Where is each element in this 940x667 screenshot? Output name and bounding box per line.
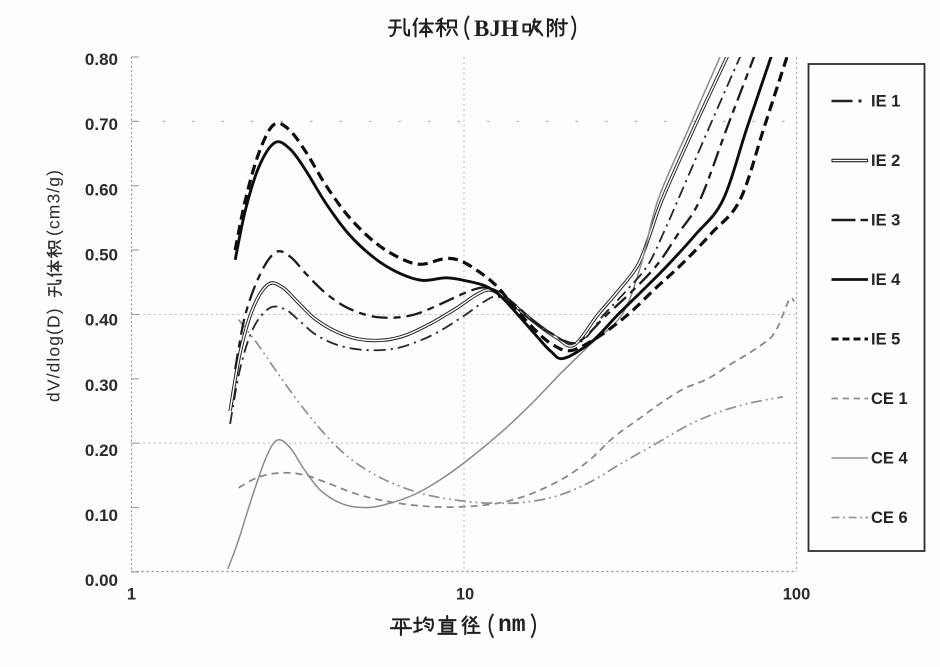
svg-text:10: 10: [456, 586, 474, 604]
svg-text:IE 1: IE 1: [871, 93, 900, 111]
svg-text:0.40: 0.40: [85, 311, 118, 330]
svg-text:nm: nm: [498, 612, 526, 638]
svg-text:0.70: 0.70: [85, 115, 118, 134]
svg-text:BJH: BJH: [474, 16, 519, 41]
svg-text:IE 5: IE 5: [871, 331, 900, 349]
svg-text:0.30: 0.30: [85, 376, 118, 395]
svg-text:1: 1: [127, 586, 136, 604]
svg-text:CE 6: CE 6: [871, 509, 908, 527]
svg-text:0.50: 0.50: [85, 246, 118, 265]
svg-text:IE 3: IE 3: [871, 212, 900, 230]
svg-text:IE 4: IE 4: [871, 271, 901, 289]
svg-text:dV/dlog(D): dV/dlog(D): [44, 307, 64, 402]
svg-text:0.20: 0.20: [85, 441, 118, 460]
svg-text:0.60: 0.60: [85, 180, 118, 199]
svg-text:CE 1: CE 1: [871, 390, 908, 408]
svg-text:0.10: 0.10: [85, 506, 118, 525]
svg-text:IE 2: IE 2: [871, 152, 900, 170]
svg-text:0.80: 0.80: [85, 50, 118, 69]
svg-text:(cm3/g): (cm3/g): [44, 169, 64, 236]
svg-text:100: 100: [783, 586, 811, 604]
svg-text:0.00: 0.00: [85, 571, 118, 590]
svg-text:CE 4: CE 4: [871, 450, 909, 468]
